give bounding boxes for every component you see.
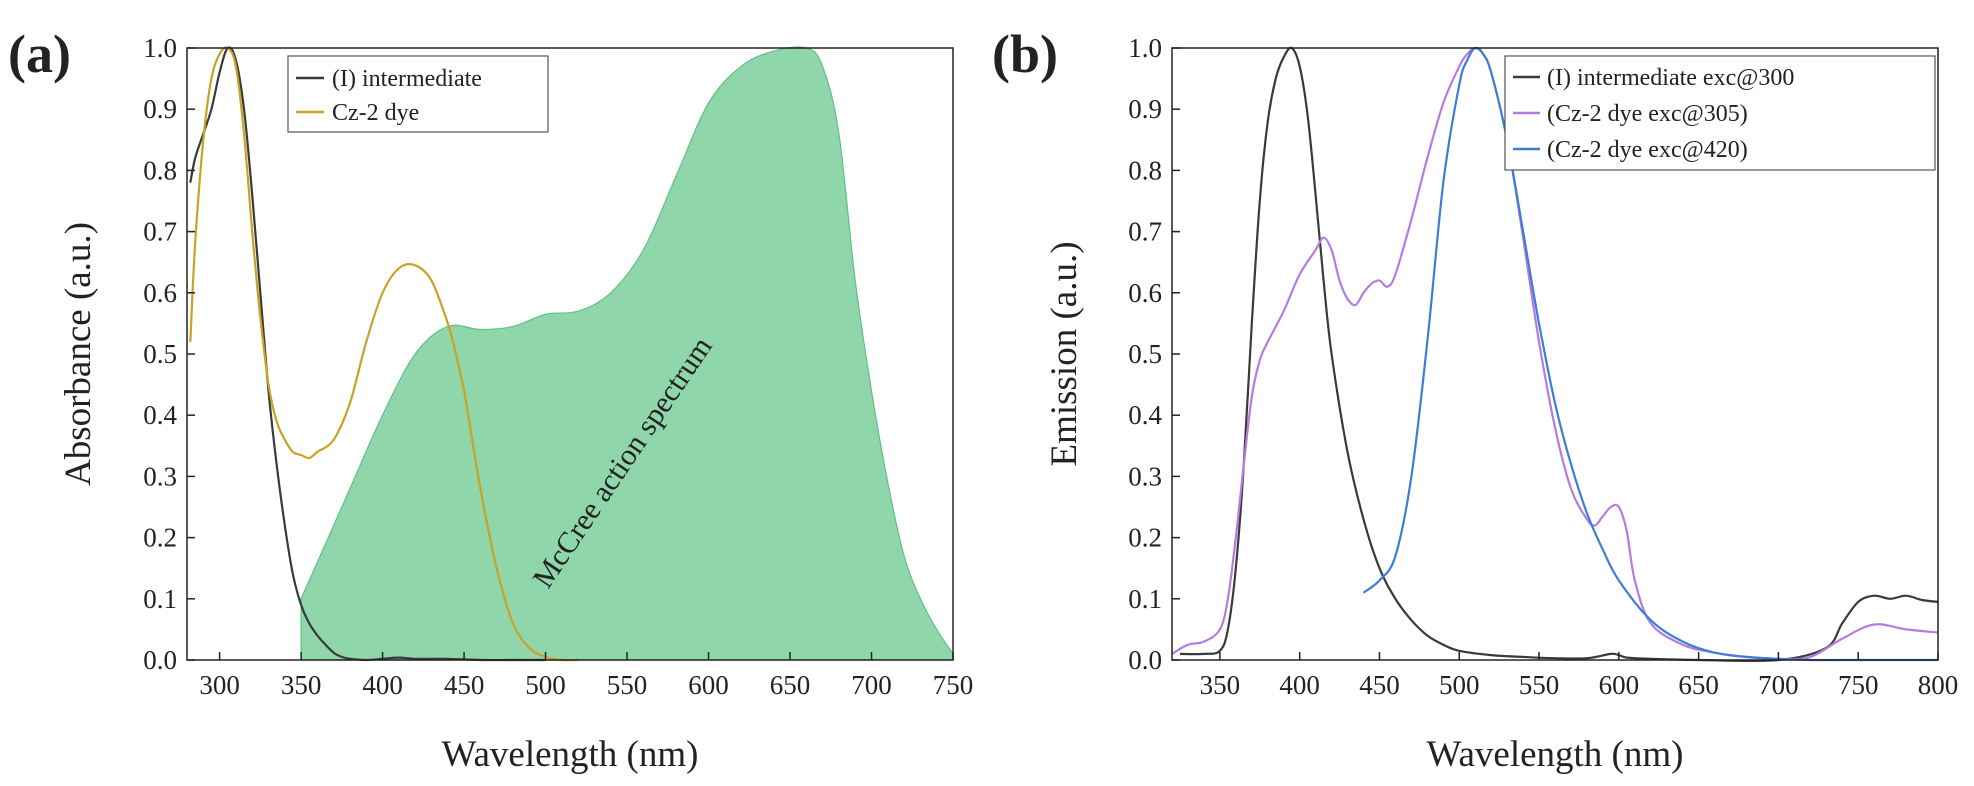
panel-b-y-axis-title: Emission (a.u.) <box>1044 241 1085 466</box>
panel-b-x-tick-label: 550 <box>1519 670 1560 700</box>
panel-a-y-tick-label: 0.8 <box>143 155 177 185</box>
panel-b-label: (b) <box>992 24 1058 84</box>
panel-b-x-tick-label: 650 <box>1678 670 1719 700</box>
panel-a-y-axis-title: Absorbance (a.u.) <box>58 222 99 486</box>
panel-b: (b) 350 400 450 500 550 600 650 700 750 800 0.0 0.1… <box>992 24 1958 775</box>
panel-b-x-tick-label: 400 <box>1279 670 1320 700</box>
panel-a-y-tick-label: 0.2 <box>143 523 177 553</box>
panel-a-y-tick-label: 0.7 <box>143 217 177 247</box>
panel-a-series-layer <box>189 46 579 662</box>
legend-label-cz2-exc420: (Cz-2 dye exc@420) <box>1547 137 1748 163</box>
panel-a-y-tick-label: 1.0 <box>143 33 177 63</box>
panel-a-x-tick-label: 400 <box>362 670 403 700</box>
panel-a-x-axis-title: Wavelength (nm) <box>442 734 699 775</box>
panel-b-x-axis-title: Wavelength (nm) <box>1427 734 1684 775</box>
panel-a-x-tick-label: 550 <box>607 670 648 700</box>
legend-label-cz2-dye: Cz-2 dye <box>332 100 419 126</box>
panel-a-x-tick-label: 750 <box>933 670 974 700</box>
panel-b-x-tick-label: 350 <box>1200 670 1241 700</box>
panel-b-y-tick-label: 0.2 <box>1128 523 1162 553</box>
panel-a-y-tick-label: 0.6 <box>143 278 177 308</box>
panel-b-ticks: 350 400 450 500 550 600 650 700 750 800 0.0 0.1 0.2 0… <box>1128 33 1958 700</box>
panel-b-legend: (I) intermediate exc@300 (Cz-2 dye exc@3… <box>1504 55 1936 171</box>
panel-b-y-tick-label: 0.8 <box>1128 155 1162 185</box>
panel-a-y-tick-label: 0.9 <box>143 94 177 124</box>
legend-label-intermediate: (I) intermediate <box>332 66 482 92</box>
panel-a-label: (a) <box>8 24 71 84</box>
panel-b-y-tick-label: 0.6 <box>1128 278 1162 308</box>
panel-b-x-tick-label: 800 <box>1918 670 1959 700</box>
panel-a-x-tick-label: 650 <box>770 670 811 700</box>
panel-b-y-tick-label: 0.5 <box>1128 339 1162 369</box>
panel-a-legend: (I) intermediate Cz-2 dye <box>287 55 549 133</box>
legend-label-intermediate-exc300: (I) intermediate exc@300 <box>1547 65 1794 91</box>
panel-b-x-tick-label: 700 <box>1758 670 1799 700</box>
panel-a-x-tick-label: 450 <box>444 670 485 700</box>
mccree-action-spectrum-area <box>300 46 954 661</box>
panel-b-y-tick-label: 0.3 <box>1128 461 1162 491</box>
series-line-cz-2-dye <box>189 46 579 662</box>
panel-a-y-tick-label: 0.4 <box>143 400 177 430</box>
panel-b-x-tick-label: 450 <box>1359 670 1400 700</box>
panel-b-y-tick-label: 0.0 <box>1128 645 1162 675</box>
panel-b-y-tick-label: 0.7 <box>1128 217 1162 247</box>
panel-a-y-tick-label: 0.3 <box>143 461 177 491</box>
mccree-area-layer <box>300 46 954 661</box>
panel-a-y-tick-label: 0.1 <box>143 584 177 614</box>
legend-label-cz2-exc305: (Cz-2 dye exc@305) <box>1547 101 1748 127</box>
panel-b-y-tick-label: 0.4 <box>1128 400 1162 430</box>
panel-a-legend-box <box>287 55 549 133</box>
panel-b-x-tick-label: 600 <box>1599 670 1640 700</box>
panel-b-legend-box <box>1504 55 1936 171</box>
panel-a-y-tick-label: 0.5 <box>143 339 177 369</box>
panel-a-x-tick-label: 700 <box>851 670 892 700</box>
panel-a-x-tick-label: 300 <box>199 670 240 700</box>
series-line-i-intermediate-exc-300 <box>1179 46 1939 663</box>
panel-b-y-tick-label: 1.0 <box>1128 33 1162 63</box>
panel-a-x-tick-label: 600 <box>688 670 729 700</box>
panel-a-x-tick-label: 350 <box>281 670 322 700</box>
panel-b-x-tick-label: 500 <box>1439 670 1480 700</box>
series-line-i-intermediate <box>189 46 546 662</box>
panel-a-x-tick-label: 500 <box>525 670 566 700</box>
series-line-cz-2-dye-exc-305 <box>1171 46 1939 661</box>
panel-b-y-tick-label: 0.9 <box>1128 94 1162 124</box>
panel-b-x-tick-label: 750 <box>1838 670 1879 700</box>
panel-a: (a) 300 350 400 450 500 550 600 650 700 750 0.0 0.1… <box>8 24 973 775</box>
panel-a-y-tick-label: 0.0 <box>143 645 177 675</box>
panel-a-ticks: 300 350 400 450 500 550 600 650 700 750 0.0 0.1 0.2 0… <box>143 33 973 700</box>
panel-b-y-tick-label: 0.1 <box>1128 584 1162 614</box>
